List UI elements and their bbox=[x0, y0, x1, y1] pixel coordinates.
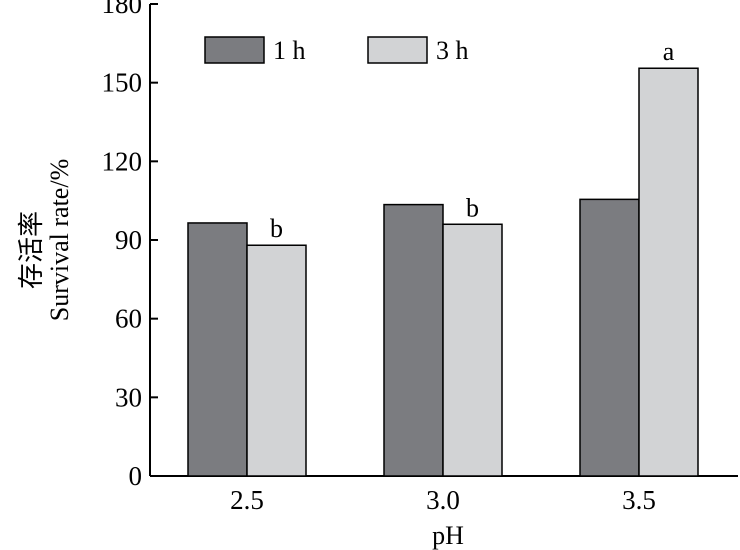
legend-label: 1 h bbox=[273, 36, 306, 65]
y-tick-label: 90 bbox=[115, 225, 142, 255]
y-axis: 0 30 60 90 120 150 180 bbox=[102, 0, 158, 491]
legend-swatch bbox=[204, 36, 265, 64]
y-tick-label: 0 bbox=[129, 461, 143, 491]
bars bbox=[187, 67, 699, 477]
legend: 1 h 3 h bbox=[204, 36, 469, 65]
x-tick-label: 3.0 bbox=[426, 485, 460, 515]
y-tick-label: 30 bbox=[115, 382, 142, 412]
bar-3h-2_5 bbox=[246, 244, 307, 477]
significance-labels: b b a bbox=[270, 37, 675, 243]
y-tick-label: 60 bbox=[115, 304, 142, 334]
y-axis-title: Survival rate/% bbox=[45, 159, 74, 321]
bar-3h-3_5 bbox=[638, 67, 699, 477]
y-tick-label: 120 bbox=[102, 146, 143, 176]
legend-label: 3 h bbox=[436, 36, 469, 65]
y-tick-label: 180 bbox=[102, 0, 143, 19]
bar-1h-3_5 bbox=[579, 198, 640, 477]
significance-label: a bbox=[663, 37, 675, 66]
legend-swatch bbox=[367, 36, 428, 64]
x-tick-label: 2.5 bbox=[230, 485, 264, 515]
x-axis-title: pH bbox=[432, 521, 464, 550]
y-axis-title-cn: 存活率 bbox=[17, 211, 46, 289]
y-tick-label: 150 bbox=[102, 68, 143, 98]
significance-label: b bbox=[466, 193, 479, 222]
bar-1h-2_5 bbox=[187, 222, 248, 477]
x-tick-label: 3.5 bbox=[622, 485, 656, 515]
bar-3h-3_0 bbox=[442, 223, 503, 477]
significance-label: b bbox=[270, 214, 283, 243]
bar-1h-3_0 bbox=[383, 203, 444, 477]
